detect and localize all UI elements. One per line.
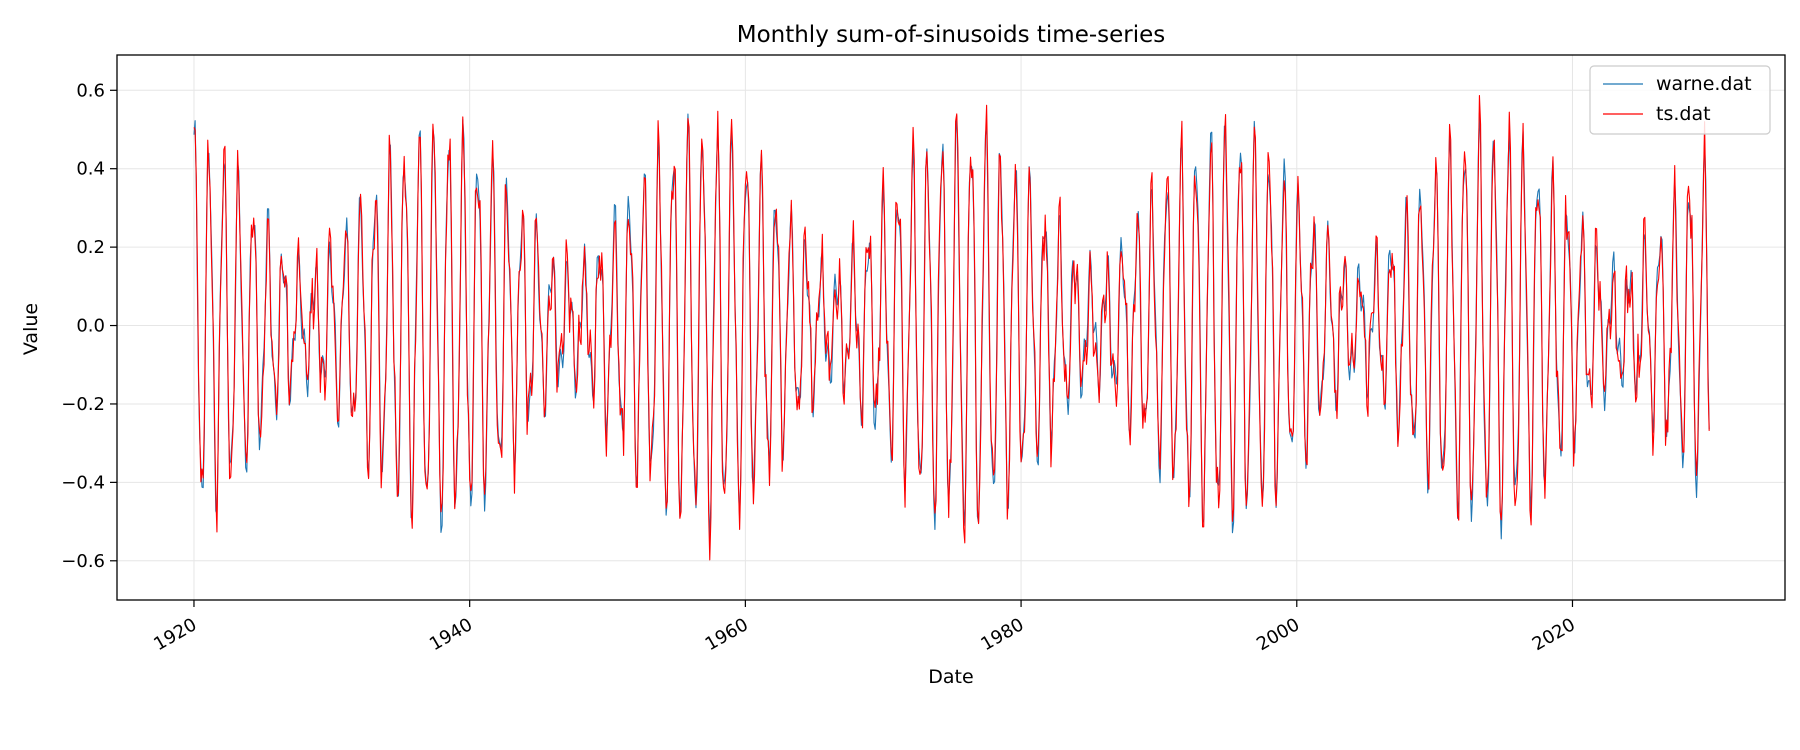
chart-title: Monthly sum-of-sinusoids time-series: [737, 22, 1166, 48]
legend: warne.dat ts.dat: [1589, 65, 1771, 135]
y-tick-label: −0.2: [61, 394, 105, 415]
y-axis: −0.6 −0.4 −0.2 0.0 0.2 0.4 0.6: [61, 80, 117, 572]
plot-frame: [116, 54, 1786, 601]
y-tick-label: −0.6: [61, 551, 105, 572]
legend-label-warne: warne.dat: [1656, 73, 1752, 95]
series-layer: [193, 95, 1710, 561]
y-tick-label: −0.4: [61, 472, 105, 493]
legend-label-ts: ts.dat: [1656, 103, 1711, 125]
y-tick-label: 0.0: [76, 316, 105, 337]
y-tick-label: 0.4: [76, 159, 105, 180]
x-axis-label: Date: [928, 666, 973, 688]
legend-box: [1589, 65, 1771, 135]
y-axis-label: Value: [20, 303, 42, 355]
y-tick-label: 0.2: [76, 237, 105, 258]
plot-area: [116, 54, 1786, 601]
y-tick-label: 0.6: [76, 80, 105, 101]
series-line-ts-dat: [193, 95, 1710, 561]
